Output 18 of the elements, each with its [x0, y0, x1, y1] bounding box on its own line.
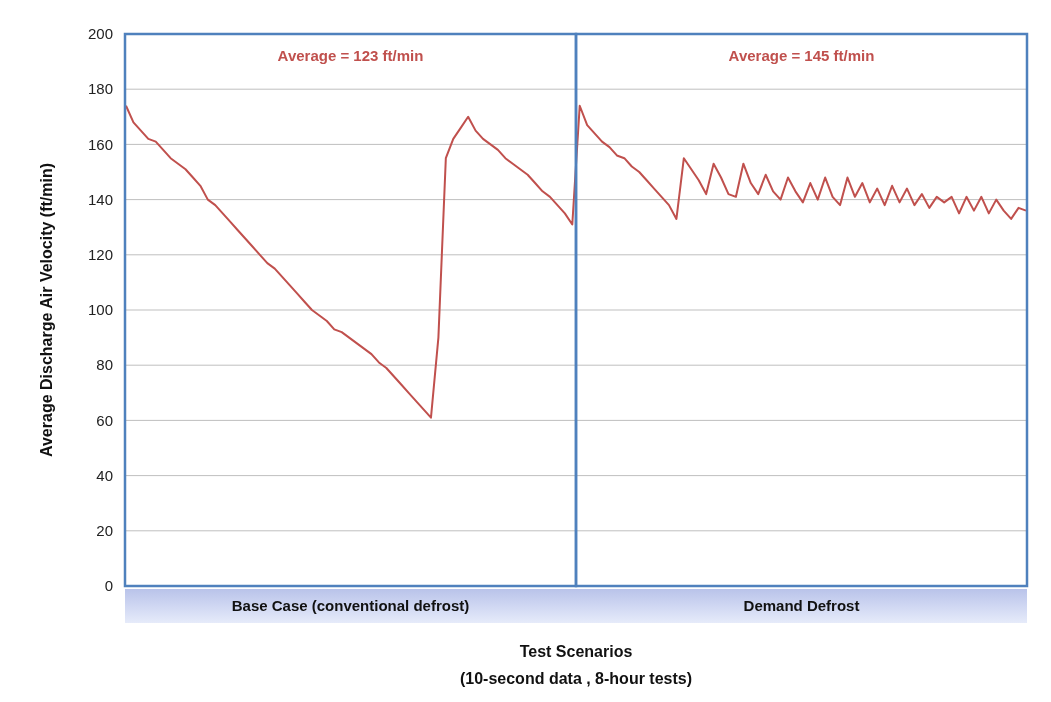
y-tick-label: 200	[87, 25, 113, 43]
y-tick-label: 40	[96, 466, 113, 484]
text: Demand Defrost	[743, 597, 860, 615]
y-tick-label: 60	[96, 411, 113, 429]
y-tick-label: 180	[87, 80, 113, 98]
y-tick-label: 0	[104, 577, 113, 595]
y-tick-label: 160	[87, 135, 113, 153]
y-tick-label: 100	[87, 301, 113, 319]
y-tick-label: 140	[87, 190, 113, 208]
annotation: Average = 145 ft/min	[728, 47, 875, 64]
annotation: Average = 123 ft/min	[277, 47, 424, 64]
text: Base Case (conventional defrost)	[231, 597, 470, 615]
y-tick-label: 120	[87, 246, 113, 264]
y-tick-label: 80	[96, 356, 113, 374]
y-axis-title: Average Discharge Air Velocity (ft/min)	[38, 162, 55, 458]
y-tick-label: 20	[96, 522, 113, 540]
line-series	[125, 104, 1027, 419]
x-axis-title: Test Scenarios (10-second data , 8-hour tests)	[459, 643, 693, 687]
